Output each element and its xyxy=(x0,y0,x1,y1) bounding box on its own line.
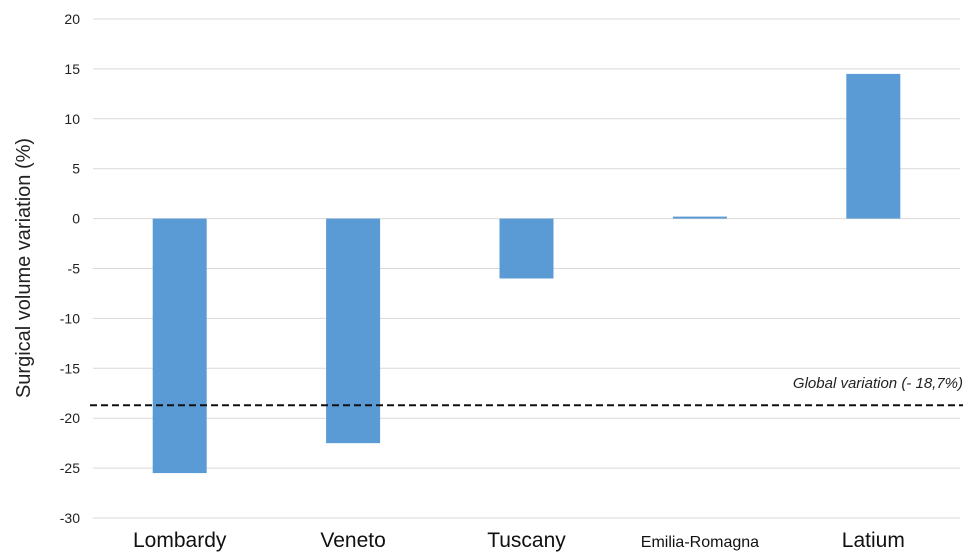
y-axis-label: Surgical volume variation (%) xyxy=(13,138,35,398)
bar-latium xyxy=(846,73,901,219)
bar-lombardy xyxy=(152,218,207,474)
y-tick-label: 0 xyxy=(72,211,80,227)
y-tick-label: -30 xyxy=(60,510,80,526)
reference-line-label: Global variation (- 18,7%) xyxy=(793,375,963,392)
y-axis-ticks: 20 15 10 5 0 -5 -10 -15 -20 -25 -30 xyxy=(60,11,80,526)
y-tick-label: -5 xyxy=(68,261,81,277)
y-tick-label: 10 xyxy=(64,111,80,127)
y-tick-label: -10 xyxy=(60,310,80,326)
global-variation-reference: Global variation (- 18,7%) xyxy=(90,375,963,407)
x-tick-label: Emilia-Romagna xyxy=(641,534,759,551)
x-tick-label: Veneto xyxy=(320,529,385,552)
bar-emilia-romagna xyxy=(672,216,727,219)
y-tick-label: -15 xyxy=(60,360,80,376)
y-tick-label: -20 xyxy=(60,410,80,426)
y-tick-label: -25 xyxy=(60,460,80,476)
y-tick-label: 5 xyxy=(72,161,80,177)
y-tick-label: 15 xyxy=(64,61,80,77)
x-tick-label: Lombardy xyxy=(133,529,227,552)
x-axis-ticks: Lombardy Veneto Tuscany Emilia-Romagna Latiu… xyxy=(133,529,905,552)
bar-tuscany xyxy=(499,218,554,279)
bars xyxy=(152,73,901,474)
x-tick-label: Tuscany xyxy=(487,529,566,552)
x-tick-label: Latium xyxy=(842,529,905,552)
bar-veneto xyxy=(326,218,381,444)
y-tick-label: 20 xyxy=(64,11,80,27)
